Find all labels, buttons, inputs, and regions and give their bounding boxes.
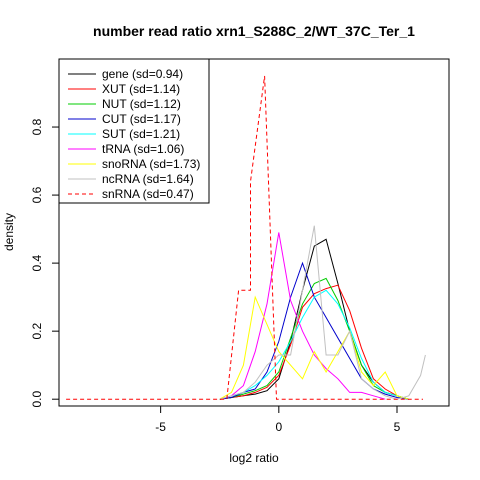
series-line-7 [219, 225, 426, 400]
series-line-6 [219, 295, 409, 400]
series-line-2 [219, 277, 409, 400]
legend-label: NUT (sd=1.12) [102, 97, 181, 111]
legend-label: gene (sd=0.94) [102, 67, 183, 81]
legend-label: snRNA (sd=0.47) [102, 187, 194, 201]
y-tick-label: 0.6 [30, 186, 44, 203]
x-tick-label: 5 [394, 420, 401, 434]
x-tick-label: 0 [275, 420, 282, 434]
series-line-8 [66, 75, 423, 400]
legend-label: CUT (sd=1.17) [102, 112, 181, 126]
y-axis-label: density [2, 213, 16, 251]
y-tick-label: 0.0 [30, 391, 44, 408]
legend-label: ncRNA (sd=1.64) [102, 172, 194, 186]
legend-label: SUT (sd=1.21) [102, 127, 180, 141]
series-line-4 [219, 289, 409, 400]
legend-label: tRNA (sd=1.06) [102, 142, 184, 156]
legend: gene (sd=0.94)XUT (sd=1.14)NUT (sd=1.12)… [58, 58, 210, 204]
x-axis: -5 0 5 [155, 405, 401, 434]
legend-label: XUT (sd=1.14) [102, 82, 180, 96]
chart-title: number read ratio xrn1_S288C_2/WT_37C_Te… [93, 23, 415, 39]
y-axis: 0.0 0.2 0.4 0.6 0.8 [30, 118, 60, 408]
series-line-0 [219, 238, 409, 400]
y-tick-label: 0.4 [30, 254, 44, 271]
x-axis-label: log2 ratio [229, 451, 279, 465]
series-line-1 [219, 284, 409, 400]
y-tick-label: 0.2 [30, 322, 44, 339]
legend-label: snoRNA (sd=1.73) [102, 157, 200, 171]
y-tick-label: 0.8 [30, 118, 44, 135]
series-layer [66, 75, 426, 400]
series-line-5 [219, 232, 386, 400]
x-tick-label: -5 [155, 420, 166, 434]
